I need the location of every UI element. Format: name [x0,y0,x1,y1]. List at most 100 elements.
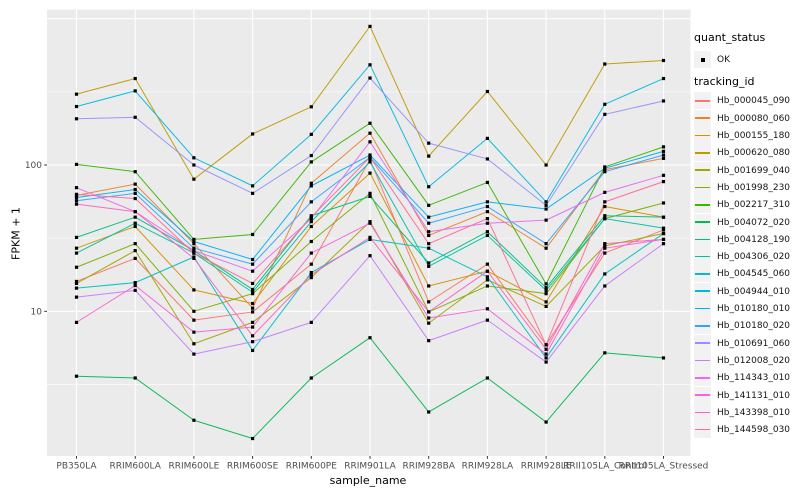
legend-label: Hb_004306_020 [717,252,791,263]
legend-label: Hb_141131_010 [717,390,791,401]
data-point [251,320,255,324]
data-point [485,307,489,311]
data-point [544,246,548,250]
data-point [251,348,255,353]
data-point [133,182,137,186]
data-point [309,105,313,109]
data-point [661,76,666,81]
legend-swatch [694,196,711,214]
legend-label: Hb_000155_180 [717,131,791,141]
legend-swatch [694,334,711,352]
data-point [368,24,372,28]
legend-item-Hb_010180_020: Hb_010180_020 [694,317,800,335]
legend-item-Hb_002217_310: Hb_002217_310 [694,196,800,214]
data-point [427,264,431,268]
data-point [309,275,313,280]
data-point [192,248,196,253]
data-point [603,166,607,170]
data-point [661,231,666,236]
data-point [661,58,666,63]
data-point [251,281,255,286]
data-point [133,187,137,192]
data-point [661,145,666,149]
data-point [603,284,607,288]
data-point [74,279,79,284]
data-point [427,203,431,207]
data-point [544,242,548,246]
data-point [427,242,431,246]
data-point [74,192,79,196]
data-point [603,217,607,221]
data-point [133,89,137,93]
legend-line-icon [695,411,710,414]
legend-line-icon [695,186,710,189]
legend-item-Hb_004306_020: Hb_004306_020 [694,248,800,266]
data-point [544,203,548,207]
data-point [661,237,666,242]
legend-item-Hb_004944_010: Hb_004944_010 [694,282,800,300]
legend-item-Hb_012008_020: Hb_012008_020 [694,351,800,369]
data-point [133,210,137,214]
data-point [603,170,607,174]
data-point [427,233,431,238]
data-point [133,224,137,229]
data-point [485,200,489,204]
data-point [309,184,313,188]
legend-item-Hb_010691_060: Hb_010691_060 [694,334,800,352]
legend: quant_status OK tracking_id Hb_000045_09… [694,0,800,500]
legend-label: Hb_144598_030 [717,425,791,436]
data-point [368,191,372,195]
data-point [427,230,431,234]
data-point [603,272,607,276]
legend-swatch [694,421,711,439]
legend-line-icon [695,376,710,379]
legend-label: Hb_114343_010 [717,373,791,384]
data-point [133,76,137,81]
legend-line-icon [695,307,710,310]
data-point [74,195,79,200]
data-point [661,173,666,177]
data-point [368,157,372,162]
data-point [251,257,255,262]
data-point [133,221,137,225]
data-point [368,221,372,225]
data-point [192,309,196,313]
data-point [661,149,666,153]
data-point [133,242,137,246]
data-point [133,376,137,380]
legend-line-icon [695,203,710,206]
legend-line-icon [695,325,710,327]
data-point [661,156,666,160]
data-point [133,256,137,260]
data-point [485,278,489,282]
data-point [251,310,255,314]
legend-line-icon [695,273,710,275]
data-point [74,320,79,324]
data-point [603,246,607,250]
data-point [368,121,372,125]
data-point [309,224,313,229]
legend-item-Hb_000080_060: Hb_000080_060 [694,109,800,127]
data-point [544,218,548,222]
x-tick-label: RRIM928BA [402,462,455,472]
data-point [485,233,489,238]
data-point [603,242,607,246]
data-point [192,163,196,167]
data-point [544,347,548,351]
data-point [74,246,79,250]
legend-line-icon [695,359,710,362]
data-point [661,215,666,219]
legend-line-icon [695,169,710,171]
legend-label-ok: OK [717,55,730,65]
data-point [133,248,137,253]
legend-swatch [694,282,711,300]
legend-item-Hb_010180_010: Hb_010180_010 [694,300,800,317]
data-point [427,261,431,265]
legend-label: Hb_010180_020 [717,321,791,332]
data-point [368,237,372,242]
legend-line-icon [695,394,710,396]
data-point [74,117,79,121]
data-point [192,237,196,242]
x-tick-label: RRIM600SE [227,462,279,472]
legend-label: Hb_001998_230 [717,182,791,193]
